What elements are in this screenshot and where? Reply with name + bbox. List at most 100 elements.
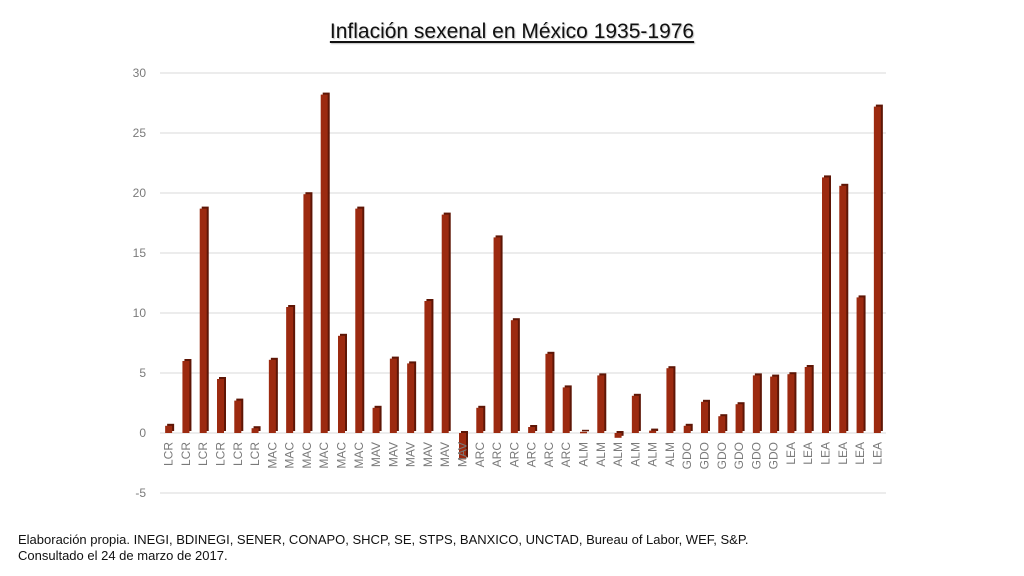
x-tick-label: MAC [300, 442, 314, 469]
bar [752, 373, 762, 433]
bar-face [701, 401, 708, 433]
y-tick-label: 15 [133, 246, 147, 260]
bar-face [459, 433, 466, 460]
x-tick-label: MAC [352, 442, 366, 469]
chart-title: Inflación sexenal en México 1935-1976 [329, 20, 695, 43]
bar-face [441, 214, 449, 433]
bar-face [165, 425, 173, 433]
x-tick-label: ARC [559, 442, 573, 468]
x-tick-label: LEA [836, 442, 850, 465]
bar-face [320, 94, 328, 433]
bar [839, 183, 849, 433]
x-tick-label: ALM [663, 442, 677, 467]
bar [822, 175, 831, 433]
x-tick-label: MAV [456, 442, 470, 467]
x-tick-label: ALM [646, 442, 660, 467]
bar-face [597, 375, 605, 433]
x-tick-label: MAV [421, 442, 435, 467]
bar-face [562, 387, 570, 433]
x-axis-labels: LCR LCR LCR LCR LCR LCR MAC MAC MAC MAC MAC MAC MAV M… [162, 442, 885, 470]
bar [234, 398, 244, 433]
x-tick-label: ARC [525, 442, 539, 468]
x-tick-label: ALM [611, 442, 625, 467]
bar [251, 426, 261, 433]
bar [199, 206, 209, 433]
bar-face [873, 106, 881, 433]
y-tick-label: -5 [135, 486, 146, 500]
bar-face [822, 177, 829, 433]
source-note-line1: Elaboración propia. INEGI, BDINEGI, SENE… [18, 532, 749, 547]
bar-face [580, 431, 587, 434]
bar [562, 385, 572, 433]
bar [614, 431, 624, 438]
x-tick-label: GDO [749, 442, 763, 469]
y-tick-label: 25 [133, 126, 147, 140]
bar [303, 192, 313, 433]
bar [476, 405, 486, 433]
y-axis-ticks: -5 0 5 10 15 20 25 30 [133, 66, 147, 500]
bar-face [286, 307, 294, 433]
x-tick-label: MAV [369, 442, 383, 467]
x-tick-label: LEA [784, 442, 798, 465]
bar [701, 399, 710, 433]
x-tick-label: MAC [335, 442, 349, 469]
bar [683, 423, 693, 433]
bar-face [770, 376, 778, 433]
bar-face [752, 375, 760, 433]
bar-face [407, 363, 415, 433]
bar [804, 365, 814, 433]
bar [407, 361, 417, 433]
bar [441, 212, 451, 433]
bar-face [338, 335, 345, 433]
bar [770, 374, 780, 433]
bar [856, 295, 866, 433]
bar [597, 373, 607, 433]
x-tick-label: ARC [542, 442, 556, 468]
bar-face [804, 367, 812, 433]
bar-face [217, 379, 224, 433]
bar-side [582, 429, 589, 432]
x-tick-label: LCR [196, 442, 210, 466]
x-tick-label: GDO [732, 442, 746, 469]
x-tick-label: MAV [438, 442, 452, 467]
bars [165, 92, 883, 460]
bar [631, 393, 641, 433]
bar-face [528, 427, 536, 433]
bar-face [424, 301, 432, 433]
bar-face [389, 358, 397, 433]
bar [510, 318, 520, 433]
x-tick-label: ARC [507, 442, 521, 468]
bar-face [234, 400, 242, 433]
bar [493, 235, 503, 433]
gridlines [160, 72, 886, 494]
bar-face [614, 433, 622, 438]
bar [286, 305, 296, 433]
bar [545, 351, 555, 433]
bar [873, 104, 883, 433]
bar-face [683, 425, 691, 433]
bar-face [303, 194, 311, 433]
bar [217, 377, 226, 433]
bar [459, 431, 468, 460]
x-tick-label: GDO [767, 442, 781, 469]
bar-face [545, 353, 553, 433]
bar [268, 357, 278, 433]
x-tick-label: MAC [283, 442, 297, 469]
bar [735, 402, 745, 433]
bar-face [839, 185, 847, 433]
x-tick-label: LEA [801, 442, 815, 465]
x-tick-label: MAC [265, 442, 279, 469]
bar [355, 206, 365, 433]
x-tick-label: LCR [231, 442, 245, 466]
bar [389, 356, 399, 433]
y-tick-label: 5 [139, 366, 146, 380]
x-tick-label: ARC [473, 442, 487, 468]
bar-face [856, 297, 864, 433]
bar-face [649, 430, 657, 433]
bar-face [199, 208, 207, 433]
bar-face [372, 407, 380, 433]
x-tick-label: ALM [594, 442, 608, 467]
bar-face [268, 359, 276, 433]
bar [424, 299, 434, 433]
